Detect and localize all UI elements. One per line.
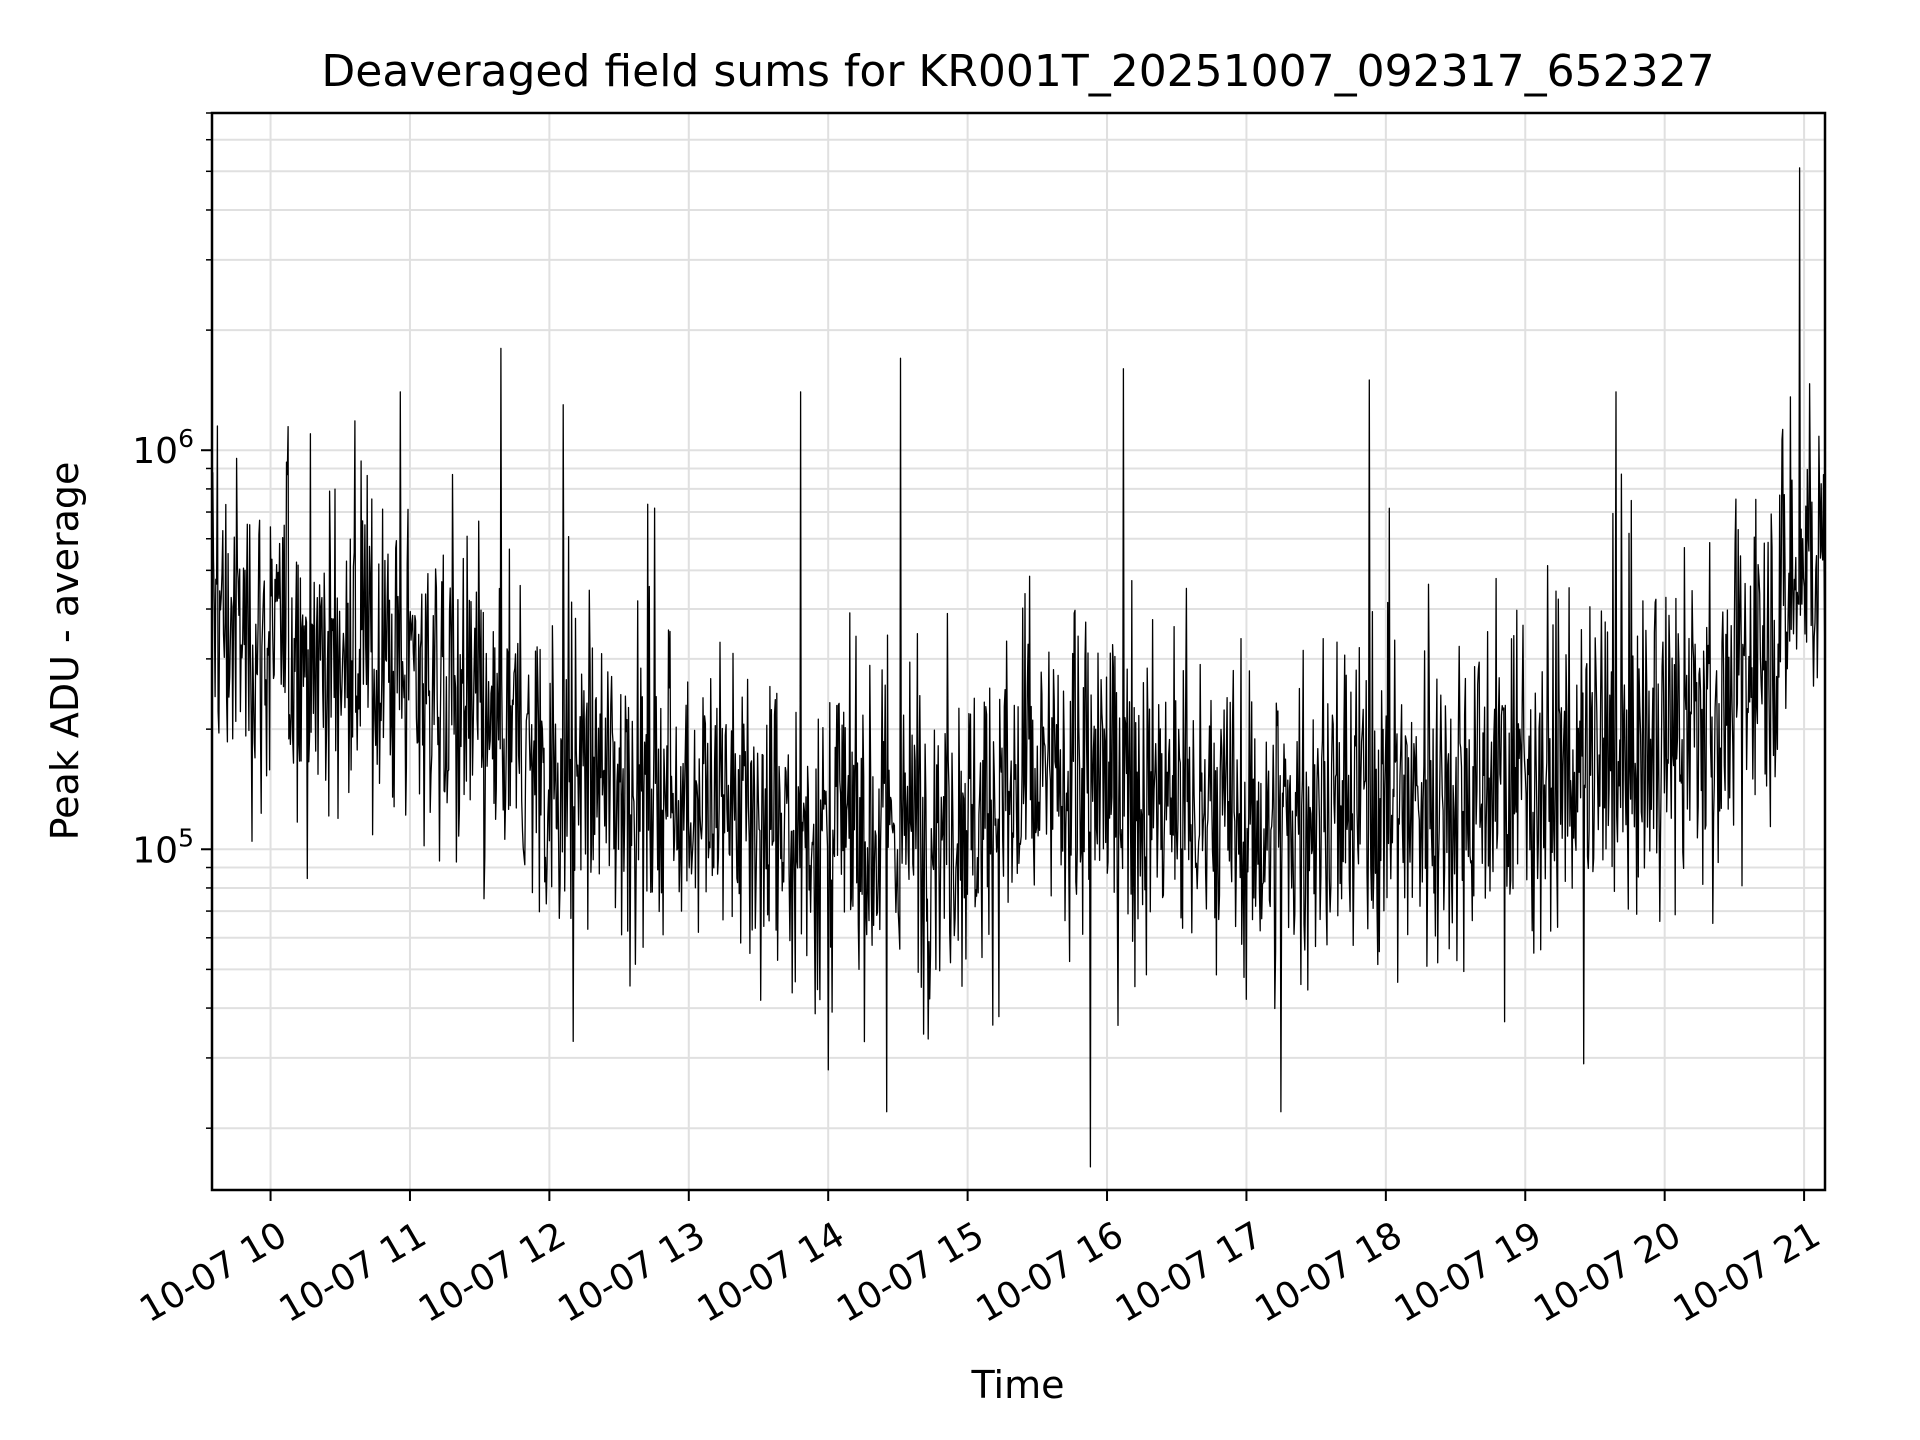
plot-frame (210, 111, 1827, 1192)
series-line (211, 167, 1826, 1168)
y-axis-label: Peak ADU - average (43, 462, 87, 841)
y-axis-ticks: 105 106 (132, 112, 212, 1129)
y-tick-label: 106 (132, 424, 194, 472)
series-layer (211, 167, 1826, 1168)
x-axis-label: Time (971, 1363, 1065, 1407)
y-tick-label: 105 (132, 823, 194, 871)
chart-title: Deaveraged field sums for KR001T_2025100… (321, 46, 1714, 97)
